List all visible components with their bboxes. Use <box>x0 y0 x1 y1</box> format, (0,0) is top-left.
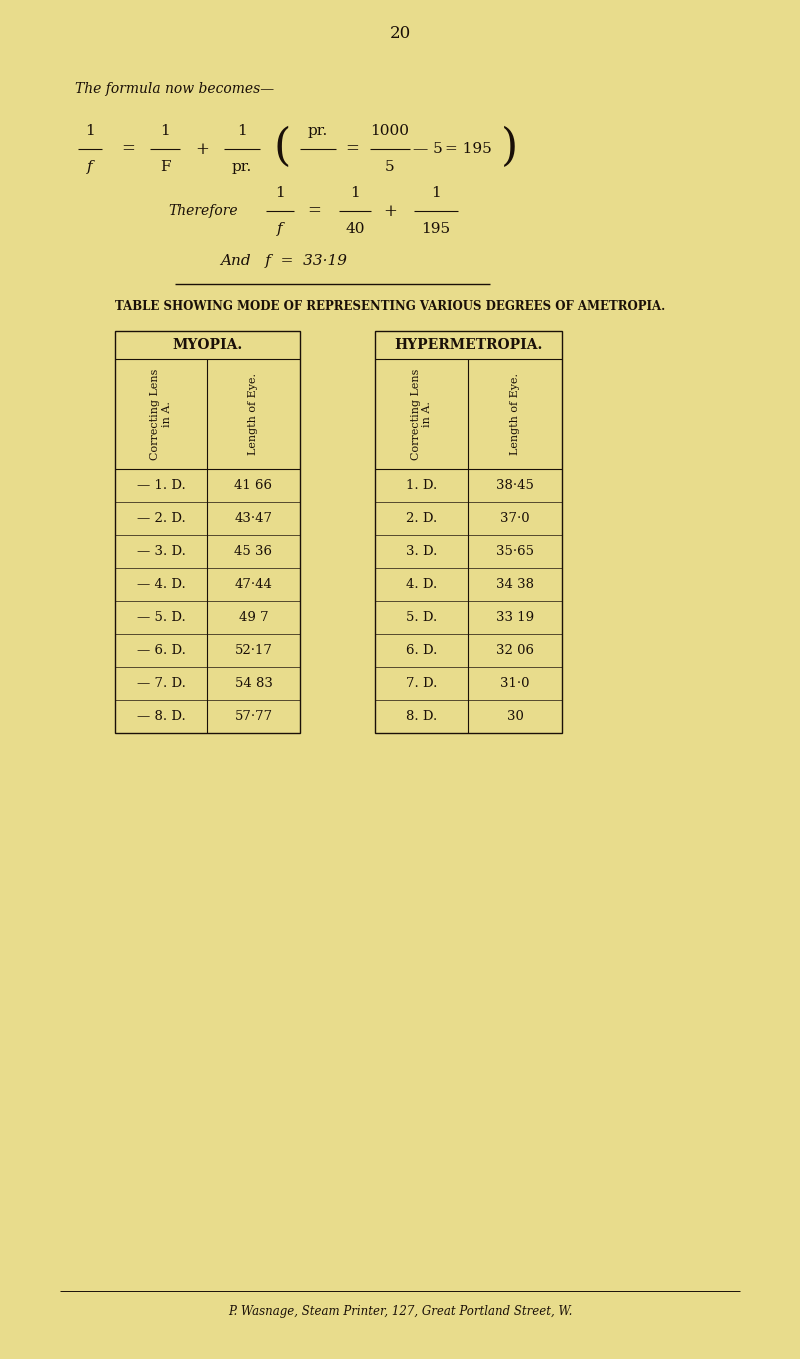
Bar <box>375 332 562 733</box>
Text: = 195: = 195 <box>445 141 491 156</box>
Text: — 4. D.: — 4. D. <box>137 578 186 591</box>
Text: 6. D.: 6. D. <box>406 644 437 656</box>
Text: 43·47: 43·47 <box>234 512 273 525</box>
Text: 1: 1 <box>431 186 441 200</box>
Text: — 5. D.: — 5. D. <box>137 612 186 624</box>
Text: 1: 1 <box>85 124 95 139</box>
Text: 5: 5 <box>385 160 395 174</box>
Text: 1: 1 <box>160 124 170 139</box>
Text: =: = <box>121 140 135 158</box>
Text: 35·65: 35·65 <box>496 545 534 559</box>
Text: Length of Eye.: Length of Eye. <box>249 372 258 455</box>
Text: Therefore: Therefore <box>168 204 238 217</box>
Text: 57·77: 57·77 <box>234 709 273 723</box>
Bar <box>115 332 300 733</box>
Text: 49 7: 49 7 <box>238 612 268 624</box>
Text: 40: 40 <box>346 222 365 236</box>
Text: +: + <box>195 140 209 158</box>
Text: P. Wasnage, Steam Printer, 127, Great Portland Street, W.: P. Wasnage, Steam Printer, 127, Great Po… <box>228 1305 572 1317</box>
Text: 54 83: 54 83 <box>234 677 273 690</box>
Text: F: F <box>160 160 170 174</box>
Text: — 5: — 5 <box>413 141 443 156</box>
Text: 4. D.: 4. D. <box>406 578 437 591</box>
Text: 52·17: 52·17 <box>234 644 273 656</box>
Text: 1: 1 <box>237 124 247 139</box>
Text: The formula now becomes—: The formula now becomes— <box>75 82 274 96</box>
Text: — 8. D.: — 8. D. <box>137 709 186 723</box>
Text: 41 66: 41 66 <box>234 478 273 492</box>
Text: — 7. D.: — 7. D. <box>137 677 186 690</box>
Text: 38·45: 38·45 <box>496 478 534 492</box>
Text: — 3. D.: — 3. D. <box>137 545 186 559</box>
Text: f: f <box>87 160 93 174</box>
Text: +: + <box>383 202 397 220</box>
Text: Correcting Lens
in A.: Correcting Lens in A. <box>410 368 432 459</box>
Text: 8. D.: 8. D. <box>406 709 437 723</box>
Text: 1. D.: 1. D. <box>406 478 437 492</box>
Text: 31·0: 31·0 <box>500 677 530 690</box>
Text: 30: 30 <box>506 709 523 723</box>
Text: 5. D.: 5. D. <box>406 612 437 624</box>
Text: And   f  =  33·19: And f = 33·19 <box>220 254 347 268</box>
Text: 37·0: 37·0 <box>500 512 530 525</box>
Text: 1: 1 <box>350 186 360 200</box>
Text: HYPERMETROPIA.: HYPERMETROPIA. <box>394 338 542 352</box>
Text: 2. D.: 2. D. <box>406 512 437 525</box>
Text: f: f <box>277 222 283 236</box>
Text: 1000: 1000 <box>370 124 410 139</box>
Text: MYOPIA.: MYOPIA. <box>172 338 242 352</box>
Text: TABLE SHOWING MODE OF REPRESENTING VARIOUS DEGREES OF AMETROPIA.: TABLE SHOWING MODE OF REPRESENTING VARIO… <box>115 300 665 314</box>
Text: pr.: pr. <box>308 124 328 139</box>
Text: pr.: pr. <box>232 160 252 174</box>
Text: — 6. D.: — 6. D. <box>137 644 186 656</box>
Text: 20: 20 <box>390 26 410 42</box>
Text: 195: 195 <box>422 222 450 236</box>
Text: =: = <box>345 140 359 158</box>
Text: 34 38: 34 38 <box>496 578 534 591</box>
Text: 33 19: 33 19 <box>496 612 534 624</box>
Text: — 1. D.: — 1. D. <box>137 478 186 492</box>
Text: 45 36: 45 36 <box>234 545 273 559</box>
Text: =: = <box>307 202 321 220</box>
Text: (: ( <box>274 125 290 169</box>
Text: 47·44: 47·44 <box>234 578 273 591</box>
Text: Length of Eye.: Length of Eye. <box>510 372 520 455</box>
Text: 3. D.: 3. D. <box>406 545 437 559</box>
Text: Correcting Lens
in A.: Correcting Lens in A. <box>150 368 172 459</box>
Text: 7. D.: 7. D. <box>406 677 437 690</box>
Text: 1: 1 <box>275 186 285 200</box>
Text: ): ) <box>502 125 518 169</box>
Text: — 2. D.: — 2. D. <box>137 512 186 525</box>
Text: 32 06: 32 06 <box>496 644 534 656</box>
